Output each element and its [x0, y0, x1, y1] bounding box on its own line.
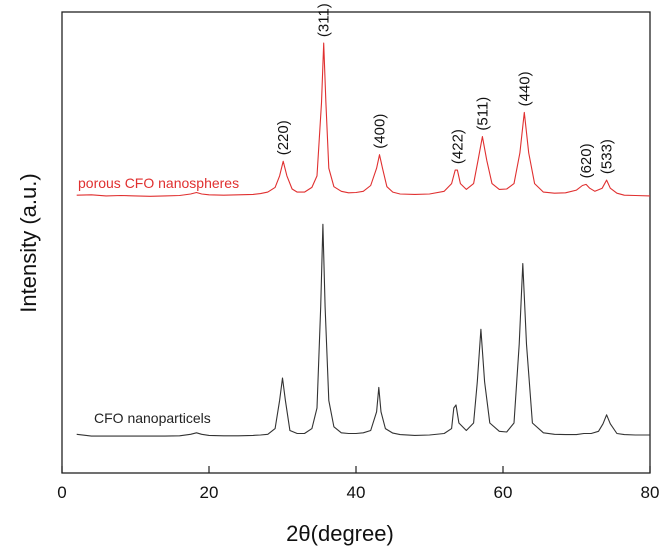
- series-label-porous: porous CFO nanospheres: [78, 175, 239, 191]
- series-line-1: [76, 223, 650, 437]
- x-tick-label: 0: [57, 483, 66, 502]
- peak-label: (422): [449, 129, 466, 164]
- x-axis-title: 2θ(degree): [286, 521, 394, 546]
- peak-labels: (220) (311) (400) (422) (511) (440) (620) (533): [275, 3, 615, 178]
- x-tick-label: 40: [347, 483, 366, 502]
- peak-label: (311): [316, 3, 333, 37]
- peak-label: (400): [372, 114, 389, 149]
- x-axis-ticks: 0 20 40 60 80: [57, 466, 659, 502]
- peak-label: (220): [275, 120, 292, 155]
- x-tick-label: 80: [641, 483, 659, 502]
- peak-label: (511): [474, 97, 491, 131]
- peak-label: (533): [599, 139, 616, 174]
- peak-label: (440): [516, 71, 533, 106]
- plot-frame: [61, 11, 651, 474]
- series-layer: [76, 42, 651, 437]
- x-tick-label: 20: [200, 483, 219, 502]
- series-label-nanoparticles: CFO nanoparticels: [94, 410, 211, 426]
- peak-label: (620): [578, 143, 595, 178]
- y-axis-title: Intensity (a.u.): [16, 173, 41, 312]
- x-tick-label: 60: [494, 483, 513, 502]
- series-line-0: [76, 42, 651, 197]
